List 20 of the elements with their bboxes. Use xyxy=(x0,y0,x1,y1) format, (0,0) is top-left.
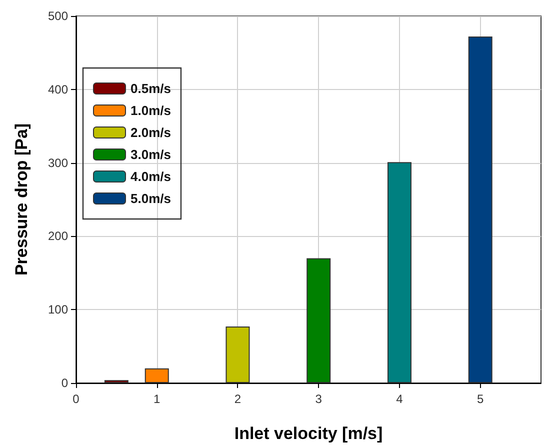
x-tick-label: 0 xyxy=(72,392,80,406)
y-tick-label: 400 xyxy=(48,82,68,96)
legend-label: 4.0m/s xyxy=(130,169,171,184)
legend-label: 3.0m/s xyxy=(130,147,171,162)
x-tick-label: 1 xyxy=(154,392,161,406)
y-tick-label: 300 xyxy=(48,156,68,170)
legend-label: 1.0m/s xyxy=(130,103,171,118)
y-tick-label: 500 xyxy=(48,9,68,23)
x-tick-label: 4 xyxy=(396,392,404,406)
legend-label: 2.0m/s xyxy=(130,125,171,140)
y-tick-label: 200 xyxy=(48,229,68,244)
x-tick-label: 5 xyxy=(477,392,484,406)
x-axis-title: Inlet velocity [m/s] xyxy=(234,424,383,443)
x-tick-label: 3 xyxy=(315,392,322,406)
x-tick-label: 2 xyxy=(234,392,242,406)
y-tick-label: 100 xyxy=(48,302,68,317)
y-tick-label: 0 xyxy=(61,376,68,390)
legend-label: 5.0m/s xyxy=(130,191,171,206)
legend-label: 0.5m/s xyxy=(130,81,171,96)
y-axis-title: Pressure drop [Pa] xyxy=(12,123,31,276)
